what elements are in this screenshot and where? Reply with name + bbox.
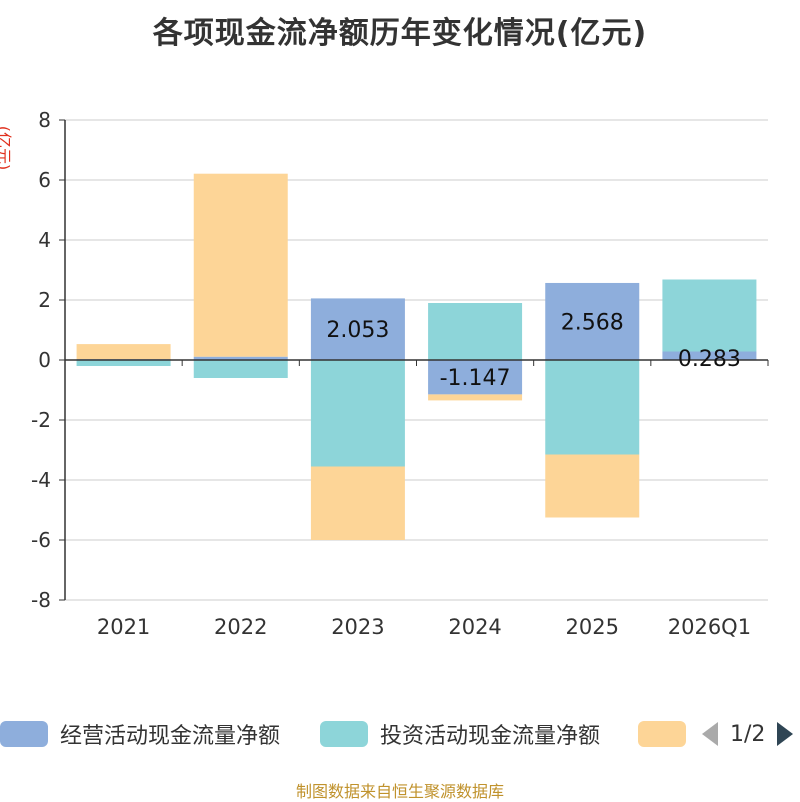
y-tick-label: -4 <box>31 468 51 492</box>
x-tick-label: 2024 <box>448 615 501 639</box>
x-tick-label: 2022 <box>214 615 267 639</box>
bar-2-2023 <box>310 466 405 540</box>
y-tick-label: 8 <box>38 108 51 132</box>
y-tick-label: -8 <box>31 588 51 612</box>
legend-item-operating[interactable]: 经营活动现金流量净额 <box>0 716 280 752</box>
legend-next-icon[interactable] <box>775 720 795 748</box>
x-tick-label: 2021 <box>97 615 150 639</box>
x-tick-label: 2023 <box>331 615 384 639</box>
bar-2-2024 <box>428 394 523 401</box>
legend-pager: 1/2 <box>700 716 795 752</box>
chart-canvas: 8 6 4 2 0 -2 -4 -6 -8 2021 2022 2023 2024 2025 2026Q1 2… <box>31 108 769 639</box>
bar-1-2022 <box>193 360 288 378</box>
bar-1-2026Q1 <box>662 279 757 352</box>
legend-swatch-financing <box>638 721 686 747</box>
bar-0-2026Q1 <box>662 351 757 360</box>
data-label: 2.053 <box>326 318 389 343</box>
bar-0-2023 <box>310 298 405 360</box>
legend-item-financing[interactable] <box>638 716 698 752</box>
legend-swatch-operating <box>0 721 48 747</box>
y-tick-label: 4 <box>38 228 51 252</box>
legend-page-indicator: 1/2 <box>730 721 766 747</box>
bar-1-2025 <box>545 360 640 455</box>
source-footer: 制图数据来自恒生聚源数据库 <box>295 782 504 801</box>
legend: 经营活动现金流量净额 投资活动现金流量净额 1/2 <box>0 716 800 752</box>
bar-0-2022 <box>193 356 288 360</box>
bar-2-2025 <box>545 454 640 518</box>
bar-0-2025 <box>545 282 640 360</box>
y-tick-label: -2 <box>31 408 51 432</box>
bar-1-2021 <box>76 360 171 366</box>
legend-swatch-investing <box>320 721 368 747</box>
bar-1-2024 <box>428 303 523 360</box>
legend-item-investing[interactable]: 投资活动现金流量净额 <box>320 716 600 752</box>
legend-label-investing: 投资活动现金流量净额 <box>380 724 601 749</box>
chart-title: 各项现金流净额历年变化情况(亿元) <box>152 16 648 51</box>
data-label: 2.568 <box>561 310 624 335</box>
bar-2-2021 <box>76 344 171 360</box>
bar-1-2023 <box>310 360 405 467</box>
data-label: -1.147 <box>440 366 511 391</box>
y-tick-label: 6 <box>38 168 51 192</box>
y-tick-label: 0 <box>38 348 51 372</box>
legend-label-operating: 经营活动现金流量净额 <box>60 724 281 749</box>
bar-0-2024 <box>428 360 523 395</box>
y-tick-label: -6 <box>31 528 51 552</box>
y-tick-label: 2 <box>38 288 51 312</box>
x-tick-label: 2025 <box>566 615 619 639</box>
bar-2-2022 <box>193 173 288 357</box>
x-tick-label: 2026Q1 <box>668 615 751 639</box>
legend-prev-icon[interactable] <box>700 720 720 748</box>
data-label: 0.283 <box>678 347 741 372</box>
